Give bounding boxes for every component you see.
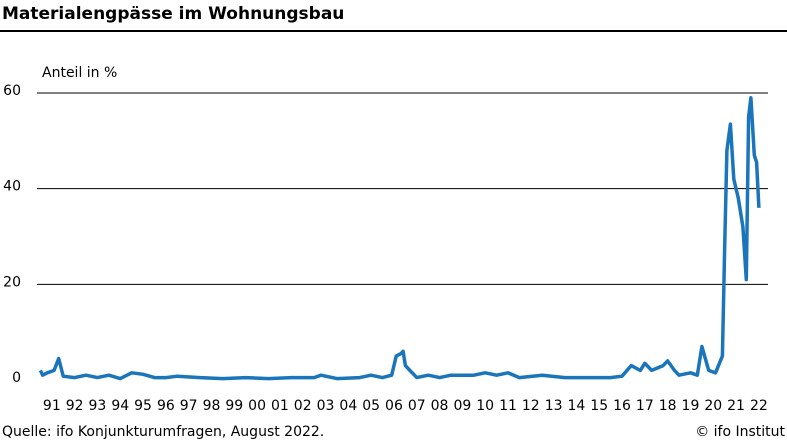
x-tick-label: 13	[545, 398, 563, 414]
x-tick-label: 00	[248, 398, 266, 414]
x-tick-label: 15	[590, 398, 608, 414]
x-tick-label: 21	[727, 398, 745, 414]
y-tick-label: 40	[3, 179, 21, 195]
x-tick-label: 03	[317, 398, 335, 414]
x-tick-label: 20	[704, 398, 722, 414]
x-tick-label: 12	[522, 398, 540, 414]
x-tick-label: 08	[431, 398, 449, 414]
x-tick-label: 16	[613, 398, 631, 414]
credit: © ifo Institut	[695, 424, 785, 440]
x-tick-label: 11	[499, 398, 517, 414]
x-tick-label: 92	[66, 398, 84, 414]
x-tick-label: 09	[453, 398, 471, 414]
x-tick-label: 19	[682, 398, 700, 414]
x-tick-label: 17	[636, 398, 654, 414]
x-tick-label: 01	[271, 398, 289, 414]
y-tick-label: 20	[3, 274, 21, 290]
x-tick-label: 22	[750, 398, 768, 414]
x-tick-label: 97	[180, 398, 198, 414]
x-tick-label: 06	[385, 398, 403, 414]
source: Quelle: ifo Konjunkturumfragen, August 2…	[2, 424, 324, 440]
x-tick-label: 05	[362, 398, 380, 414]
x-tick-label: 02	[294, 398, 312, 414]
x-tick-label: 18	[659, 398, 677, 414]
x-tick-label: 98	[203, 398, 221, 414]
chart-title: Materialengpässe im Wohnungsbau	[2, 4, 344, 24]
x-tick-label: 95	[134, 398, 152, 414]
y-tick-label: 0	[12, 370, 21, 386]
x-tick-label: 07	[408, 398, 426, 414]
x-tick-label: 10	[476, 398, 494, 414]
y-axis-label: Anteil in %	[42, 65, 117, 81]
x-tick-label: 94	[111, 398, 129, 414]
x-tick-label: 99	[225, 398, 243, 414]
x-tick-label: 93	[89, 398, 107, 414]
x-tick-label: 91	[43, 398, 61, 414]
data-line	[38, 96, 761, 381]
x-tick-label: 04	[339, 398, 357, 414]
x-tick-label: 14	[567, 398, 585, 414]
x-tick-label: 96	[157, 398, 175, 414]
y-tick-label: 60	[3, 83, 21, 99]
